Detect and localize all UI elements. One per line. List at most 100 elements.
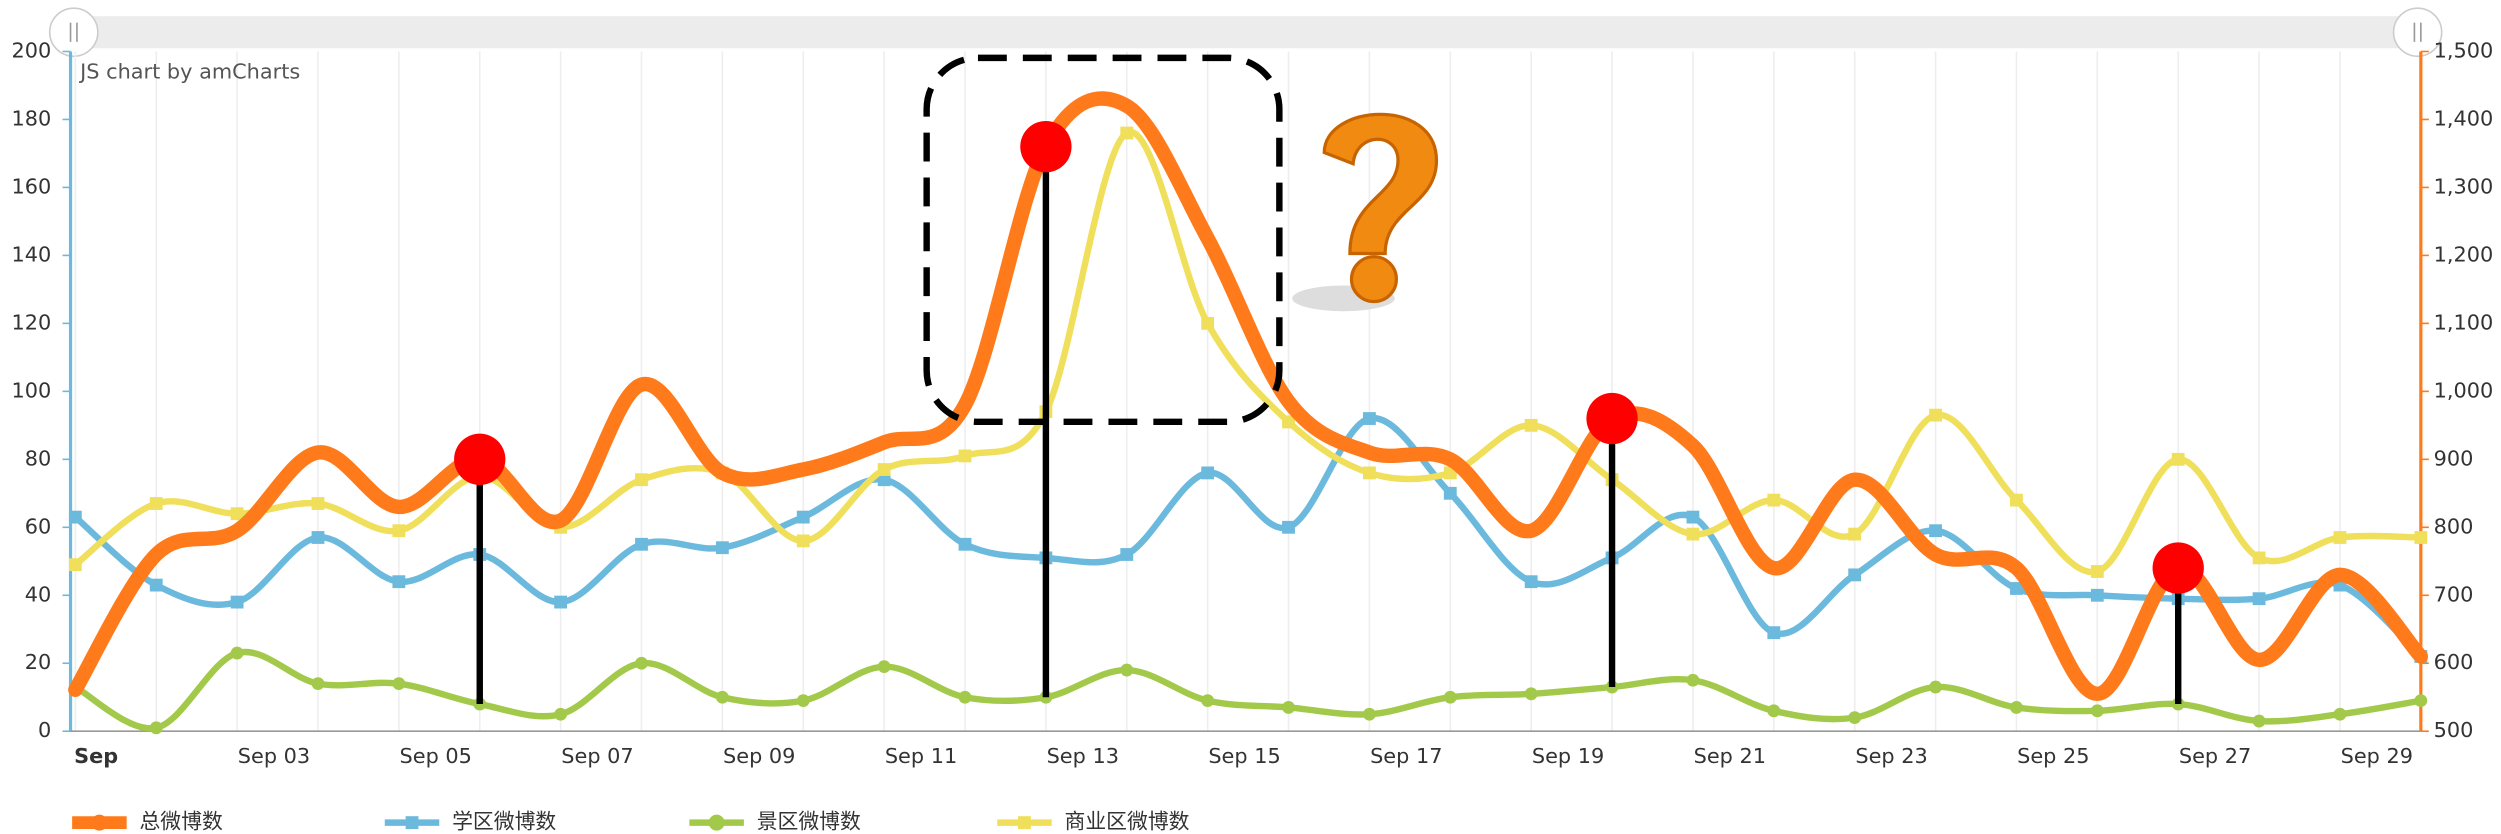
grid [62,50,2429,733]
point [1201,316,1215,330]
point [1443,486,1457,500]
point [2010,701,2023,714]
point [1848,568,1862,582]
point [392,677,406,691]
point [1929,524,1942,538]
x-tick-label: Sep 19 [1532,744,1604,768]
series-line [68,91,2429,702]
point [2171,452,2185,466]
y-tick-label: 140 [12,242,52,266]
legend-label: 总微博数 [139,810,222,834]
point [1767,626,1781,640]
point [2414,531,2428,544]
y2-tick-label: 500 [2434,718,2474,742]
legend-label: 景区微博数 [757,810,861,834]
point [796,534,810,548]
series-line [72,415,2425,660]
x-tick-label: Sep 29 [2341,744,2413,768]
point [311,677,325,691]
point [1120,126,1134,140]
series-line [72,129,2425,576]
x-tick-label: Sep 21 [1694,744,1766,768]
point [2414,694,2428,708]
y2-tick-label: 1,300 [2434,174,2494,198]
legend-label: 学区微博数 [452,810,556,834]
point [715,690,729,704]
point [1524,418,1538,432]
x-tick-label: Sep 07 [561,744,633,768]
point [1686,527,1700,541]
point [877,660,891,674]
point [958,449,972,463]
point [1363,412,1376,425]
point [796,694,810,708]
point [1848,711,1862,725]
y2-tick-label: 600 [2434,650,2474,674]
x-tick-label: Sep 13 [1047,744,1119,768]
point [2090,588,2104,602]
point [68,510,82,524]
point [1929,408,1942,422]
x-tick-label: Sep 05 [400,744,472,768]
point [877,463,891,476]
y-tick-label: 120 [12,310,52,334]
point [1201,466,1215,480]
point [1363,707,1376,721]
point [1282,415,1295,429]
point [2252,592,2266,606]
y-tick-label: 0 [38,718,51,742]
point [1929,680,1942,694]
marker-dot [454,433,506,485]
point [1524,687,1538,701]
point [149,497,163,510]
y-tick-label: 40 [25,582,52,606]
scroll-handle[interactable] [2392,7,2443,58]
x-tick-label: Sep 15 [1208,744,1280,768]
x-tick-label: Sep 25 [2017,744,2089,768]
y-tick-label: 160 [12,174,52,198]
scroll-handle[interactable] [48,7,99,58]
question-icon [1292,112,1439,312]
x-tick-label: Sep [74,744,118,768]
point [1686,673,1700,687]
point [2090,704,2104,718]
x-tick-label: Sep 17 [1370,744,1442,768]
point [1363,466,1376,480]
plot [68,91,2429,735]
legend-bullet [405,816,419,830]
point [392,575,406,589]
legend-bullet [1018,816,1031,830]
handle-grip [2413,22,2422,42]
y2-tick-label: 1,400 [2434,106,2494,130]
point [1686,510,1700,524]
point [1282,520,1295,534]
point [230,595,244,609]
point [1848,527,1862,541]
point [311,531,325,544]
point [1120,663,1134,677]
point [2252,551,2266,565]
point [2333,531,2347,544]
scrollbar[interactable] [70,16,2421,49]
credit: JS chart by amCharts [78,59,300,83]
point [149,721,163,735]
point [1282,701,1295,714]
point [311,497,325,510]
point [635,473,648,487]
point [635,537,648,551]
point [554,707,568,721]
y2-tick-label: 1,200 [2434,242,2494,266]
point [2010,582,2023,595]
y2-tick-label: 700 [2434,582,2474,606]
y-tick-label: 100 [12,378,52,402]
legend-label: 商业区微博数 [1065,810,1190,834]
x-tick-label: Sep 09 [723,744,795,768]
point [68,558,82,572]
point [1443,690,1457,704]
x-tick-label: Sep 27 [2179,744,2251,768]
point [796,510,810,524]
y-tick-label: 80 [25,446,52,470]
point [230,507,244,521]
x-tick-label: Sep 11 [885,744,957,768]
y2-tick-label: 900 [2434,446,2474,470]
